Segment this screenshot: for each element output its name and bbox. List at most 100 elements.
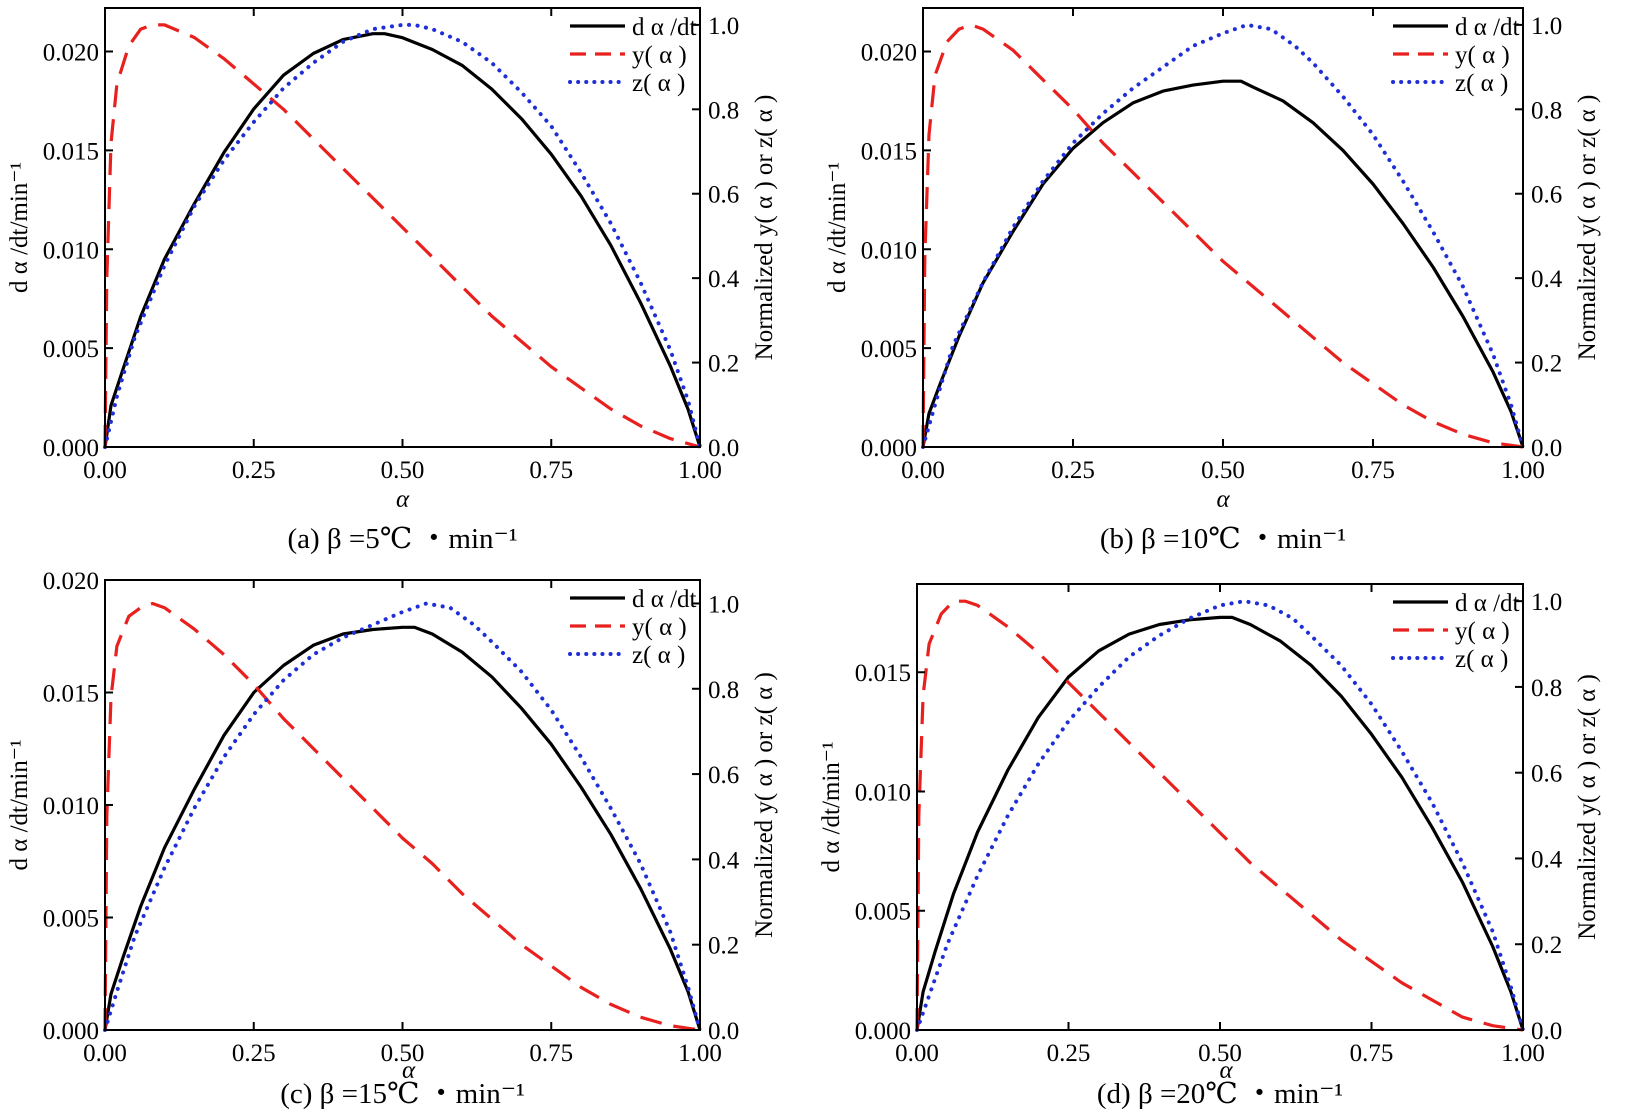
y-tick-label: 0.010 <box>855 779 911 806</box>
y2-tick-label: 0.6 <box>708 182 739 209</box>
legend-label: y( α ) <box>632 42 687 69</box>
y-tick-label: 0.005 <box>861 336 917 363</box>
panel-a: 0.00 0.25 0.50 0.75 1.00 0.000 0.005 0.010 0.015… <box>6 7 778 555</box>
y2-tick-label: 1.0 <box>1531 13 1562 40</box>
series-line-rate <box>921 79 1525 448</box>
y2-tick-label: 1.0 <box>1531 589 1562 616</box>
series-line-z-alpha <box>103 601 702 1032</box>
y-tick-label: 0.020 <box>43 40 99 67</box>
x-tick-label: 0.75 <box>529 457 573 484</box>
x-tick-label: 0.50 <box>1201 457 1245 484</box>
legend-label: d α /dt <box>632 14 697 41</box>
x-tick-label: 1.00 <box>1501 457 1545 484</box>
y-tick-label: 0.015 <box>861 138 917 165</box>
x-tick-label: 0.50 <box>381 1040 425 1067</box>
y2-tick-label: 1.0 <box>708 13 739 40</box>
y-tick-label: 0.000 <box>43 435 99 462</box>
x-tick-label: 0.00 <box>901 457 945 484</box>
y-axis-label: d α /dt/min⁻¹ <box>818 741 845 872</box>
y-tick-label: 0.010 <box>861 237 917 264</box>
legend-label: y( α ) <box>1455 618 1510 645</box>
y2-tick-label: 0.4 <box>708 847 740 874</box>
x-tick-label: 0.50 <box>1198 1040 1242 1067</box>
y-tick-label: 0.000 <box>855 1018 911 1045</box>
x-tick-label: 0.00 <box>83 1040 127 1067</box>
y-tick-label: 0.015 <box>43 681 99 708</box>
y2-tick-label: 0.8 <box>708 677 739 704</box>
legend-label: z( α ) <box>1455 646 1508 673</box>
x-axis-label: α <box>1216 486 1230 513</box>
panel-caption: (b) β =10℃ ・min⁻¹ <box>1100 523 1346 555</box>
x-axis-label: α <box>396 486 410 513</box>
y2-tick-label: 0.0 <box>708 1018 739 1045</box>
x-tick-label: 1.00 <box>1501 1040 1545 1067</box>
panel-caption: (c) β =15℃ ・min⁻¹ <box>280 1078 525 1110</box>
panel-caption: (a) β =5℃ ・min⁻¹ <box>287 523 517 555</box>
series-line-rate <box>915 615 1525 1031</box>
y-tick-label: 0.015 <box>855 660 911 687</box>
y-axis-label: d α /dt/min⁻¹ <box>824 162 851 293</box>
y-tick-label: 0.010 <box>43 793 99 820</box>
y-axis-label: d α /dt/min⁻¹ <box>6 739 33 870</box>
x-tick-label: 0.25 <box>1047 1040 1091 1067</box>
series-line-y-alpha <box>103 601 701 1032</box>
legend-label: y( α ) <box>632 614 687 641</box>
series-line-y-alpha <box>915 599 1524 1032</box>
y2-tick-label: 0.0 <box>1531 435 1562 462</box>
y-tick-label: 0.020 <box>43 568 99 595</box>
legend-label: z( α ) <box>632 70 685 97</box>
legend-label: d α /dt <box>1455 590 1520 617</box>
y2-axis-label: Normalized y( α ) or z( α ) <box>751 95 778 361</box>
y-tick-label: 0.010 <box>43 237 99 264</box>
panel-b: 0.00 0.25 0.50 0.75 1.00 0.000 0.005 0.010 0.015… <box>824 7 1601 555</box>
y2-tick-label: 0.2 <box>1531 932 1562 959</box>
y-tick-label: 0.020 <box>861 40 917 67</box>
x-tick-label: 0.25 <box>232 1040 276 1067</box>
y2-tick-label: 0.6 <box>708 762 739 789</box>
x-tick-label: 0.00 <box>895 1040 939 1067</box>
series-line-rate <box>103 625 702 1031</box>
y2-tick-label: 0.4 <box>1531 846 1563 873</box>
y2-tick-label: 0.8 <box>708 97 739 124</box>
series-line-z-alpha <box>103 22 702 449</box>
y2-axis-label: Normalized y( α ) or z( α ) <box>1574 95 1601 361</box>
plot-frame <box>104 579 701 1031</box>
panel-caption: (d) β =20℃ ・min⁻¹ <box>1097 1078 1343 1110</box>
y2-axis-label: Normalized y( α ) or z( α ) <box>1574 674 1601 940</box>
x-tick-label: 1.00 <box>678 1040 722 1067</box>
series-line-z-alpha <box>915 599 1525 1032</box>
x-tick-label: 1.00 <box>678 457 722 484</box>
x-tick-label: 0.75 <box>529 1040 573 1067</box>
y-axis-label: d α /dt/min⁻¹ <box>6 162 33 293</box>
legend-label: z( α ) <box>632 642 685 669</box>
y-tick-label: 0.005 <box>43 336 99 363</box>
y2-tick-label: 0.6 <box>1531 761 1562 788</box>
y2-tick-label: 1.0 <box>708 591 739 618</box>
y2-tick-label: 0.8 <box>1531 97 1562 124</box>
plot-frame <box>922 7 1524 448</box>
x-tick-label: 0.25 <box>232 457 276 484</box>
series-line-y-alpha <box>921 23 1524 449</box>
panel-d: 0.00 0.25 0.50 0.75 1.00 0.000 0.005 0.010 0.015… <box>818 583 1601 1110</box>
x-axis-label: α <box>402 1057 416 1084</box>
y-tick-label: 0.005 <box>43 906 99 933</box>
y-tick-label: 0.000 <box>43 1018 99 1045</box>
legend-label: d α /dt <box>632 586 697 613</box>
panel-c: 0.00 0.25 0.50 0.75 1.00 0.000 0.005 0.010 0.015… <box>6 568 778 1110</box>
y-tick-label: 0.005 <box>855 899 911 926</box>
y2-tick-label: 0.2 <box>1531 351 1562 378</box>
y2-tick-label: 0.4 <box>708 266 740 293</box>
x-tick-label: 0.00 <box>83 457 127 484</box>
legend-label: d α /dt <box>1455 14 1520 41</box>
y2-tick-label: 0.6 <box>1531 182 1562 209</box>
y2-tick-label: 0.0 <box>708 435 739 462</box>
series-line-rate <box>103 32 702 448</box>
y-tick-label: 0.015 <box>43 138 99 165</box>
x-tick-label: 0.75 <box>1351 457 1395 484</box>
y2-axis-label: Normalized y( α ) or z( α ) <box>751 672 778 938</box>
y2-tick-label: 0.8 <box>1531 675 1562 702</box>
y2-tick-label: 0.4 <box>1531 266 1563 293</box>
y2-tick-label: 0.0 <box>1531 1018 1562 1045</box>
x-tick-label: 0.50 <box>381 457 425 484</box>
